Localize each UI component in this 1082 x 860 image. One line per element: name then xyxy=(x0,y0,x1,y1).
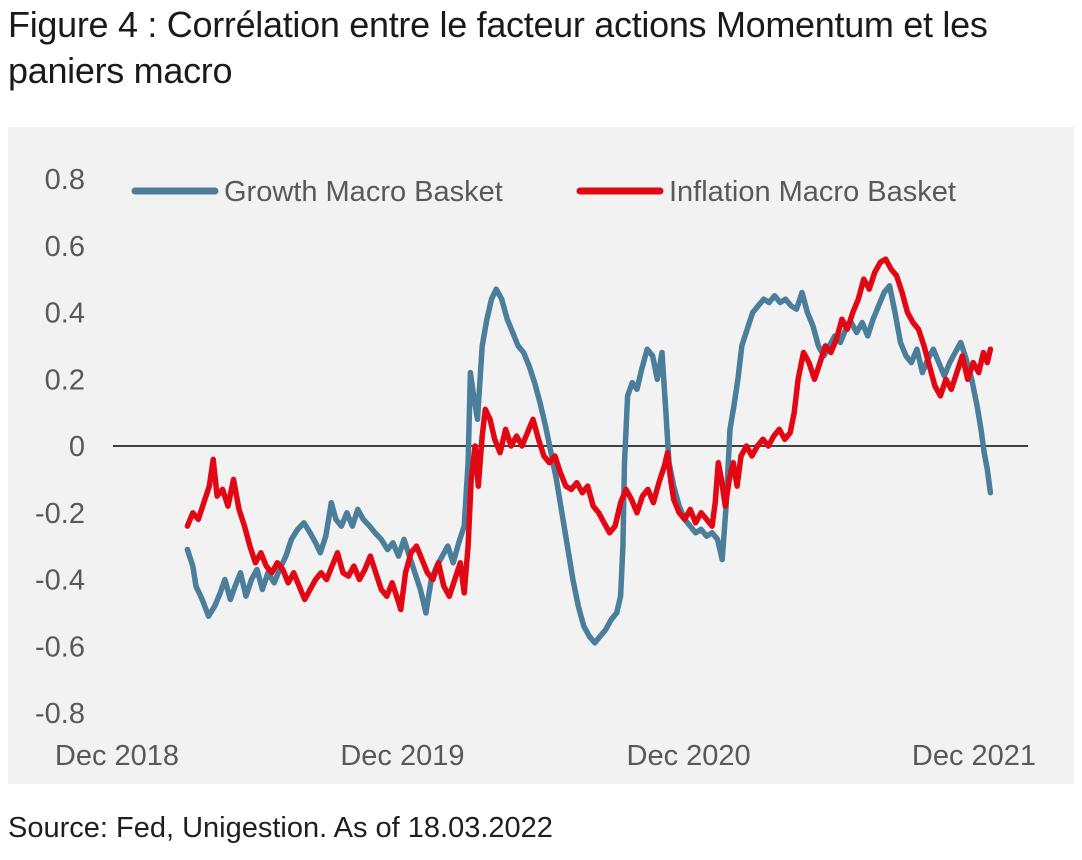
series-line-inflation xyxy=(184,256,994,613)
x-tick-label: Dec 2018 xyxy=(55,740,179,772)
x-tick-label: Dec 2020 xyxy=(627,740,751,772)
source-note: Source: Fed, Unigestion. As of 18.03.202… xyxy=(8,812,553,844)
legend-label-inflation: Inflation Macro Basket xyxy=(669,176,956,208)
y-tick-label: -0.6 xyxy=(35,631,85,663)
x-tick-label: Dec 2019 xyxy=(340,740,464,772)
chart-area: 0.8 0.6 0.4 0.2 0 -0.2 -0.4 -0.6 -0.8 Dec 2018 Dec… xyxy=(8,127,1074,784)
y-tick-label: 0.6 xyxy=(45,231,85,263)
y-tick-label: -0.2 xyxy=(35,498,85,530)
legend-label-growth: Growth Macro Basket xyxy=(224,176,503,208)
series-line-growth xyxy=(184,283,994,646)
y-tick-label: 0.8 xyxy=(45,164,85,196)
y-tick-label: 0.2 xyxy=(45,364,85,396)
x-tick-label: Dec 2021 xyxy=(912,740,1036,772)
y-tick-label: 0 xyxy=(69,431,85,463)
y-tick-label: -0.4 xyxy=(35,565,85,597)
y-tick-label: 0.4 xyxy=(45,298,85,330)
y-tick-label: -0.8 xyxy=(35,698,85,730)
line-chart: 0.8 0.6 0.4 0.2 0 -0.2 -0.4 -0.6 -0.8 Dec 2018 Dec… xyxy=(35,164,1036,772)
figure-title: Figure 4 : Corrélation entre le facteur … xyxy=(8,4,988,91)
